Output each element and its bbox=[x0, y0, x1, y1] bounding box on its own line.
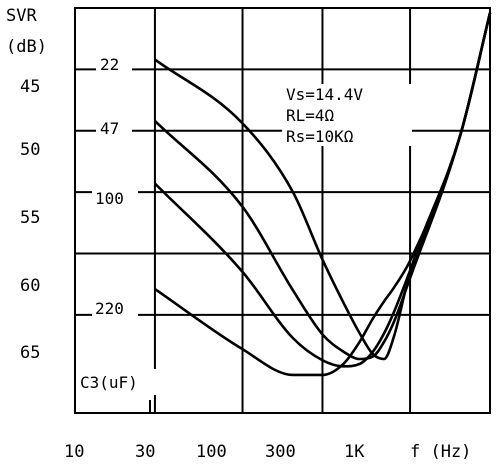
y-axis-label-line1: SVR bbox=[6, 6, 37, 26]
conditions-box-bg bbox=[282, 84, 412, 146]
series-curve-220uf bbox=[154, 12, 492, 377]
legend-title: C3(uF) bbox=[80, 373, 138, 392]
series-label-220: 220 bbox=[95, 299, 124, 318]
y-tick-45: 45 bbox=[20, 77, 40, 97]
condition-rs: Rs=10KΩ bbox=[286, 127, 354, 146]
condition-rl: RL=4Ω bbox=[286, 106, 335, 125]
series-label-220-bg bbox=[92, 296, 138, 320]
x-tick-100: 100 bbox=[196, 442, 227, 462]
x-axis-label: f (Hz) bbox=[410, 442, 471, 462]
x-tick-30: 30 bbox=[135, 442, 155, 462]
x-tick-300: 300 bbox=[265, 442, 296, 462]
y-tick-65: 65 bbox=[20, 343, 40, 363]
series-label-100-bg bbox=[92, 186, 138, 210]
y-tick-50: 50 bbox=[20, 140, 40, 160]
series-label-22-bg bbox=[96, 52, 132, 76]
y-axis-label-line2: (dB) bbox=[6, 37, 47, 57]
series-label-47: 47 bbox=[100, 119, 119, 138]
gridlines bbox=[75, 8, 490, 413]
series-label-47-bg bbox=[96, 116, 132, 140]
x-tick-1k: 1K bbox=[344, 442, 365, 462]
series-label-22: 22 bbox=[100, 55, 119, 74]
y-tick-55: 55 bbox=[20, 208, 40, 228]
series-curves bbox=[154, 12, 492, 377]
legend-title-bg bbox=[77, 369, 167, 395]
series-label-100: 100 bbox=[95, 189, 124, 208]
condition-vs: Vs=14.4V bbox=[286, 85, 363, 104]
x-tick-10: 10 bbox=[64, 442, 84, 462]
plot-area bbox=[74, 7, 491, 414]
y-tick-60: 60 bbox=[20, 276, 40, 296]
